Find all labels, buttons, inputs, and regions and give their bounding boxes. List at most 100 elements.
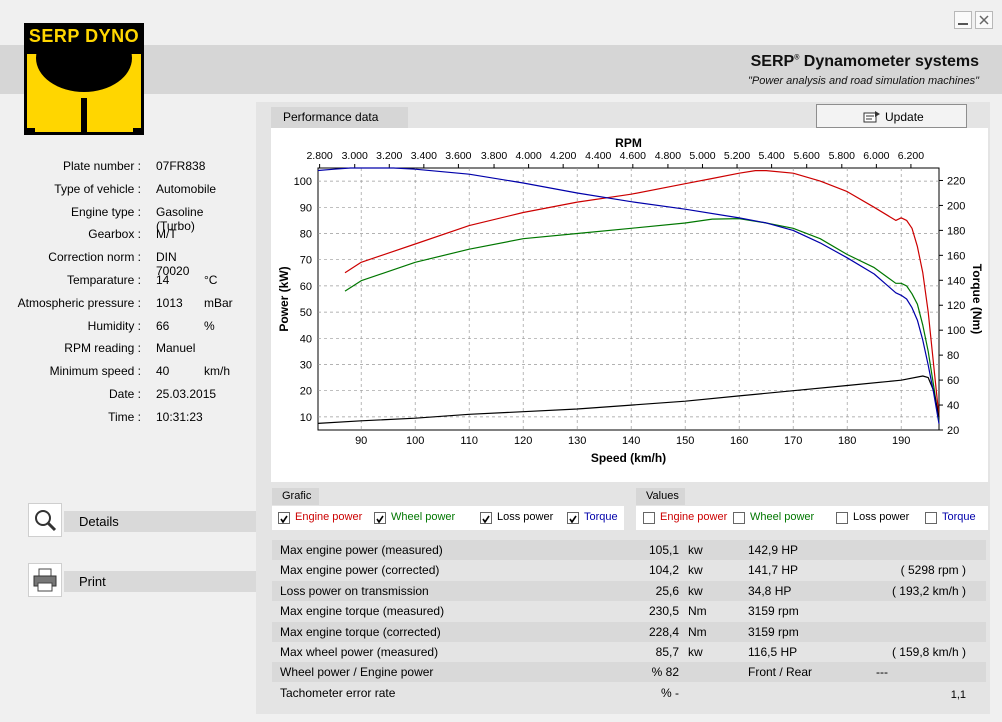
rpm-tick-label: 2.800 (306, 150, 332, 162)
cell-label: Max wheel power (measured) (280, 645, 439, 659)
x-tick-label: 110 (460, 435, 478, 447)
rpm-tick-label: 4.800 (655, 150, 681, 162)
close-button[interactable] (975, 11, 993, 29)
cell-v2: 3159 rpm (748, 624, 799, 639)
info-value: 40 (156, 364, 170, 379)
logo-text: SERP DYNO (28, 26, 140, 46)
serp-dyno-logo: SERP DYNO (24, 23, 144, 135)
cell-label: Wheel power / Engine power (280, 665, 434, 680)
info-value: Automobile (156, 181, 217, 196)
rpm-tick-label: 4.600 (620, 150, 646, 162)
info-value: M/T (156, 227, 177, 242)
minimize-button[interactable] (954, 11, 972, 29)
rpm-tick-label: 4.400 (585, 150, 611, 162)
series-line-torque (317, 167, 940, 424)
update-label: Update (885, 110, 924, 124)
info-label: Temparature : (66, 273, 141, 287)
x-tick-label: 190 (892, 435, 910, 447)
cell-v2: 116,5 HP (748, 645, 798, 659)
series-line-loss-power (317, 375, 940, 424)
info-label: Type of vehicle : (54, 181, 141, 196)
rpm-tick-label: 3.200 (376, 150, 402, 162)
rpm-tick-label: 4.000 (515, 150, 541, 162)
y-tick-label: 90 (300, 202, 312, 214)
update-icon (863, 111, 880, 123)
x-tick-label: 120 (514, 435, 532, 447)
print-button[interactable]: Print (28, 563, 256, 597)
grafic-checkbox-wheel-power[interactable] (374, 512, 386, 524)
info-value: Manuel (156, 341, 196, 356)
print-button-bg (64, 571, 256, 592)
grafic-checkbox-bar: Engine power Wheel power Loss power Torque (272, 506, 624, 530)
chart-title-rpm: RPM (615, 136, 642, 150)
table-row: Max wheel power (measured) 85,7 kw 116,5 HP… (272, 642, 986, 662)
details-button[interactable]: Details (28, 503, 256, 537)
print-label: Print (79, 574, 106, 589)
y2-tick-label: 180 (947, 225, 965, 237)
chart-svg: 90 100 110 120 130 140 150 160 170 180 190 2.800 3.0… (277, 136, 984, 465)
info-label: Humidity : (87, 318, 141, 333)
x-axis-label: Speed (km/h) (591, 451, 666, 465)
table-row: Tachometer error rate % - 1,1 (272, 683, 986, 703)
cell-v1: 228,4 (648, 624, 679, 639)
grafic-label: Engine power (295, 511, 363, 523)
cell-label: Loss power on transmission (280, 583, 429, 598)
plot-area (317, 167, 940, 431)
values_group-label: Torque (942, 511, 976, 523)
values_group-checkbox-wheel-power[interactable] (733, 512, 745, 524)
x-tick-label: 100 (406, 435, 424, 447)
info-value: 25.03.2015 (156, 387, 217, 401)
rpm-tick-label: 5.800 (829, 150, 855, 162)
cell-v1: % 82 (651, 665, 679, 680)
values_group-label: Wheel power (750, 511, 815, 523)
rpm-tick-label: 5.600 (794, 150, 820, 162)
rpm-tick-label: 3.000 (342, 150, 368, 162)
grafic-label: Loss power (497, 511, 554, 523)
values-title: Values (646, 490, 679, 502)
info-value: DIN 70020 (156, 250, 190, 279)
cell-v1: 25,6 (655, 583, 679, 598)
cell-u1: kw (688, 543, 703, 557)
y2-tick-label: 20 (947, 425, 959, 437)
x-tick-label: 130 (568, 435, 586, 447)
cell-u1: Nm (688, 624, 707, 639)
update-button[interactable]: Update (816, 104, 967, 128)
cell-label: Max engine power (corrected) (280, 563, 440, 578)
cell-v2: 142,9 HP (748, 543, 799, 557)
grafic-checkbox-loss-power[interactable] (480, 512, 492, 524)
series-line-engine-power (344, 169, 940, 417)
info-label: Minimum speed : (49, 364, 141, 379)
y-tick-label: 80 (300, 229, 312, 241)
cell-u1: Nm (688, 604, 707, 619)
grafic-checkbox-torque[interactable] (567, 512, 579, 524)
details-button-bg (64, 511, 256, 532)
info-label: RPM reading : (64, 341, 141, 356)
values_group-checkbox-torque[interactable] (925, 512, 937, 524)
dyno-chart: 90 100 110 120 130 140 150 160 170 180 190 2.800 3.0… (271, 128, 988, 482)
rpm-tick-label: 6.200 (898, 150, 924, 162)
cell-v2: 3159 rpm (748, 604, 799, 619)
values_group-checkbox-loss-power[interactable] (836, 512, 848, 524)
check-icon (280, 515, 288, 524)
x-tick-label: 140 (622, 435, 640, 447)
cell-v3: --- (876, 665, 888, 680)
close-icon (979, 15, 989, 25)
grafic-checkbox-engine-power[interactable] (278, 512, 290, 524)
tab-performance-data[interactable]: Performance data (271, 107, 408, 128)
cell-label: Max engine power (measured) (280, 543, 443, 557)
info-value: 10:31:23 (156, 409, 203, 424)
info-label: Atmospheric pressure : (17, 295, 141, 310)
y2-tick-label: 120 (947, 300, 965, 312)
table-row: Max engine torque (measured) 230,5 Nm 3159 … (272, 601, 986, 621)
values_group-checkbox-engine-power[interactable] (643, 512, 655, 524)
table-row: Wheel power / Engine power % 82 Front / Re… (272, 662, 986, 683)
table-row: Max engine torque (corrected) 228,4 Nm 3159… (272, 621, 986, 642)
cell-v3: ( 193,2 km/h ) (891, 583, 966, 598)
info-value: 07FR838 (156, 159, 206, 173)
y2-axis-label: Torque (Nm) (970, 264, 984, 334)
y2-tick-label: 140 (947, 275, 965, 287)
cell-v1: 105,1 (648, 543, 679, 557)
y2-tick-label: 60 (947, 375, 959, 387)
info-unit: km/h (204, 364, 231, 379)
x-tick-label: 150 (676, 435, 694, 447)
